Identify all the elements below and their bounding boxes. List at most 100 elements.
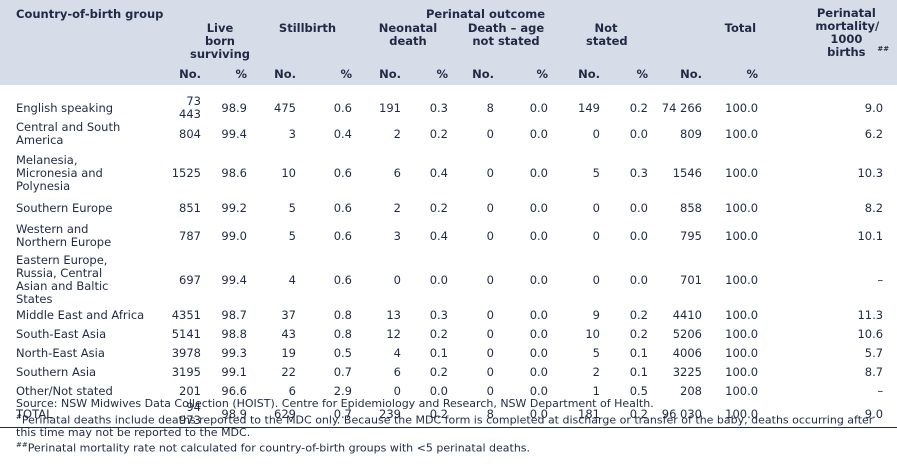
cell-value: 0.0 <box>629 126 648 141</box>
row-label: English speaking <box>16 100 114 115</box>
cell-value: 98.6 <box>221 165 247 180</box>
cell-value: 5206 <box>672 327 702 341</box>
cell-value: 0.0 <box>429 384 448 398</box>
cell-value: 0.0 <box>529 165 548 180</box>
cell-value: 100.0 <box>725 165 759 180</box>
cell-value: 0.3 <box>429 308 448 322</box>
table-row: Western and Northern Europe 787 99.0 5 0.6 3 0… <box>0 218 897 254</box>
cell-value: 1 <box>592 384 600 398</box>
cell-value: 795 <box>680 228 702 243</box>
cell-value: 0.0 <box>529 327 548 341</box>
cell-value: 0.8 <box>333 308 352 322</box>
cell-value: 2 <box>393 126 401 141</box>
cell-value: 6 <box>393 165 401 180</box>
cell-value: 9 <box>592 308 600 322</box>
no-col-header: No. <box>680 67 702 81</box>
cell-value: 4351 <box>171 308 201 322</box>
pct-col-header: % <box>536 67 548 81</box>
cell-value: 0.4 <box>429 165 448 180</box>
cell-value: 100.0 <box>725 126 759 141</box>
cell-value: 3 <box>288 126 296 141</box>
stillbirth-header: Stillbirth <box>278 21 337 35</box>
cell-value: 858 <box>680 201 702 215</box>
cell-value: 5 <box>288 201 296 215</box>
table-row: Other/Not stated 201 96.6 6 2.9 0 0.0 0 0.0 1 0.5 2… <box>0 382 897 401</box>
cell-value: 0.6 <box>333 165 352 180</box>
cell-value: 43 <box>281 327 296 341</box>
cell-value: 0.5 <box>333 346 352 360</box>
cell-value: 0.2 <box>629 100 648 115</box>
cell-value: 0.2 <box>429 126 448 141</box>
cell-value: 5 <box>288 228 296 243</box>
table-row: Southern Europe 851 99.2 5 0.6 2 0.2 0 0.0 0 0.0 85… <box>0 199 897 218</box>
cell-value: 100.0 <box>725 201 759 215</box>
cell-value: – <box>877 384 884 398</box>
mortality-header: Perinatal mortality/ 1000 births ## <box>815 6 890 59</box>
cell-value: 100.0 <box>725 228 759 243</box>
perinatal-outcome-header: Perinatal outcome <box>426 7 546 21</box>
cell-value: 8 <box>456 401 508 428</box>
cell-value: 0.0 <box>529 228 548 243</box>
cell-value: 6.2 <box>864 126 884 141</box>
table-row: Middle East and Africa 4351 98.7 37 0.8 13 0.3… <box>0 306 897 325</box>
cell-value: 10.1 <box>857 228 884 243</box>
table-row: Melanesia, Micronesia and Polynesia 1525 9… <box>0 147 897 199</box>
cell-value: 100.0 <box>725 346 759 360</box>
cell-value: 0.6 <box>333 228 352 243</box>
cell-value: 191 <box>379 100 401 115</box>
cell-value: 0 <box>486 308 494 322</box>
table-row: English speaking 73 443 98.9 475 0.6 191 0.3 8 0… <box>0 95 897 121</box>
cell-value: 0 <box>486 346 494 360</box>
death-age-header: Death – age not stated <box>467 21 545 48</box>
cell-value: 22 <box>281 365 296 379</box>
cell-value: 3 <box>393 228 401 243</box>
cell-value: 11.3 <box>857 308 884 322</box>
cell-value: 0.4 <box>333 126 352 141</box>
cell-value: 8.7 <box>864 365 884 379</box>
cell-value: 100.0 <box>716 401 767 428</box>
cell-value: 99.4 <box>221 126 247 141</box>
cell-value: 100.0 <box>725 384 759 398</box>
cell-value: 98.9 <box>215 401 255 428</box>
cell-value: 629 <box>255 401 310 428</box>
no-col-header: No. <box>379 67 401 81</box>
cell-value: 19 <box>281 346 296 360</box>
cell-value: 0 <box>486 165 494 180</box>
cell-value: 0.0 <box>529 384 548 398</box>
table-row: North-East Asia 3978 99.3 19 0.5 4 0.1 0 0.0 5 0.1… <box>0 344 897 363</box>
cell-value: 100.0 <box>725 100 759 115</box>
cell-value: 2 <box>592 365 600 379</box>
cell-value: 10 <box>281 165 296 180</box>
cell-value: 0.3 <box>429 100 448 115</box>
row-label: Central and South America <box>16 120 121 147</box>
cell-value: 98.8 <box>221 327 247 341</box>
cell-value: 0.2 <box>629 327 648 341</box>
row-label: Southern Europe <box>16 201 113 215</box>
cell-value: 10.6 <box>857 327 884 341</box>
cell-value: – <box>877 272 884 287</box>
not-stated-header: Not stated <box>586 21 628 48</box>
cell-value: 100.0 <box>725 327 759 341</box>
cell-value: 181 <box>556 401 614 428</box>
cell-value: 94 973 <box>165 401 215 428</box>
cell-value: 10 <box>585 327 600 341</box>
cell-value: 2 <box>393 201 401 215</box>
cell-value: 13 <box>386 308 401 322</box>
pct-col-header: % <box>235 67 247 81</box>
cell-value: 99.1 <box>221 365 247 379</box>
cell-value: 8 <box>486 100 494 115</box>
cell-value: 0.0 <box>529 272 548 287</box>
cell-value: 1525 <box>171 165 201 180</box>
cell-value: 0 <box>486 327 494 341</box>
cell-value: 787 <box>179 228 201 243</box>
cell-value: 2.9 <box>333 384 352 398</box>
cell-value: 12 <box>386 327 401 341</box>
cell-value: 3978 <box>171 346 201 360</box>
cell-value: 4 <box>393 346 401 360</box>
cell-value: 3195 <box>171 365 201 379</box>
cell-value: 4 <box>288 272 296 287</box>
group-header: Country-of-birth group <box>16 7 164 21</box>
cell-value: 99.3 <box>221 346 247 360</box>
cell-value: 0.1 <box>429 346 448 360</box>
cell-value: 6 <box>288 384 296 398</box>
